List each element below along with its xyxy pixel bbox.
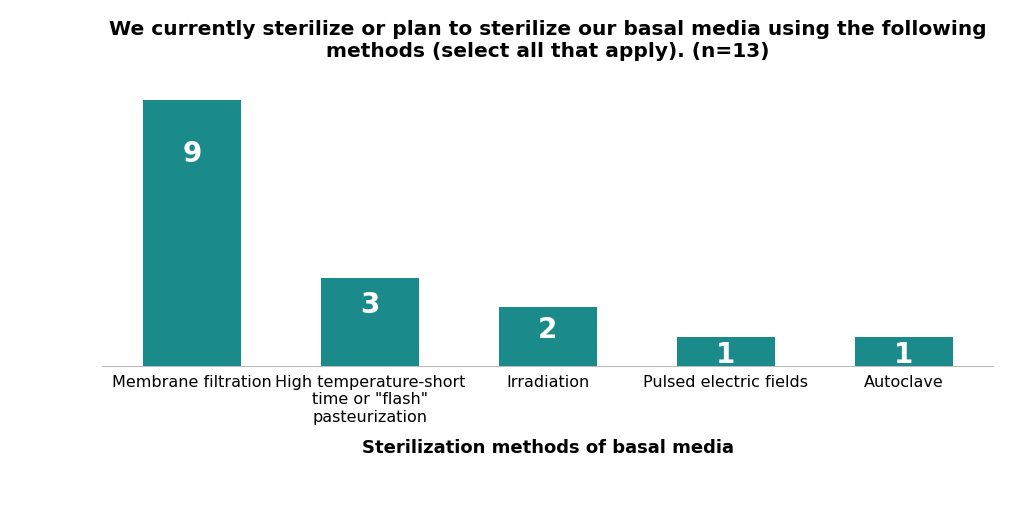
Text: 2: 2 <box>539 316 557 344</box>
Bar <box>677 337 775 366</box>
Text: 1: 1 <box>716 342 735 370</box>
Title: We currently sterilize or plan to sterilize our basal media using the following
: We currently sterilize or plan to steril… <box>109 20 987 61</box>
Text: 3: 3 <box>360 291 380 319</box>
Bar <box>143 100 241 366</box>
Bar <box>855 337 952 366</box>
X-axis label: Sterilization methods of basal media: Sterilization methods of basal media <box>361 438 734 457</box>
Bar <box>499 307 597 366</box>
Text: 9: 9 <box>182 140 202 168</box>
Text: 1: 1 <box>894 342 913 370</box>
Bar <box>321 278 419 366</box>
